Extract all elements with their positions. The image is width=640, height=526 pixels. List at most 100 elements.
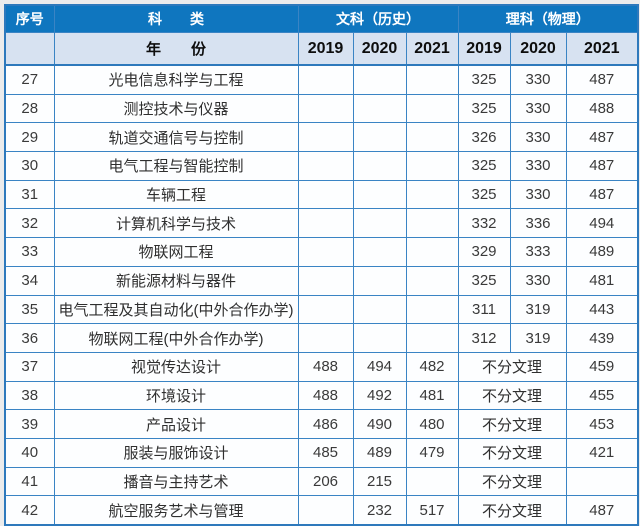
li-score-cell: 325 (457, 93, 511, 124)
table-row: 28 测控技术与仪器 325 330 488 (4, 93, 639, 124)
wen-score-cell: 517 (405, 495, 459, 526)
wen-score-cell (352, 93, 407, 124)
table-row: 41 播音与主持艺术 206 215 不分文理 (4, 466, 639, 497)
row-number-cell: 30 (4, 151, 55, 181)
wen-score-cell (405, 294, 459, 325)
header-year-li-2019: 2019 (457, 32, 511, 66)
wen-score-cell: 480 (405, 409, 459, 439)
table-row: 42 航空服务艺术与管理 232 517 不分文理 487 (4, 495, 639, 526)
wen-score-cell (297, 151, 354, 181)
header-category: 科 类 (53, 4, 299, 33)
li-score-cell: 312 (457, 323, 511, 353)
li-score-cell: 487 (565, 64, 639, 95)
table-row: 39 产品设计 486 490 480 不分文理 453 (4, 409, 639, 439)
wen-score-cell (405, 208, 459, 239)
wen-score-cell (297, 495, 354, 526)
major-name-cell: 播音与主持艺术 (53, 466, 299, 497)
li-score-cell: 459 (565, 351, 639, 382)
row-number-cell: 34 (4, 265, 55, 296)
wen-score-cell (405, 237, 459, 267)
wen-score-cell (405, 179, 459, 210)
row-number-cell: 42 (4, 495, 55, 526)
header-year-wen-2021: 2021 (405, 32, 459, 66)
row-number-cell: 37 (4, 351, 55, 382)
wen-score-cell (352, 179, 407, 210)
li-score-cell: 487 (565, 495, 639, 526)
li-score-cell: 332 (457, 208, 511, 239)
header-group-science-physics: 理科（物理） (457, 4, 639, 33)
row-number-cell: 27 (4, 64, 55, 95)
major-name-cell: 计算机科学与技术 (53, 208, 299, 239)
major-name-cell: 航空服务艺术与管理 (53, 495, 299, 526)
li-score-cell: 453 (565, 409, 639, 439)
table-row: 37 视觉传达设计 488 494 482 不分文理 459 (4, 351, 639, 382)
li-score-cell: 330 (509, 64, 567, 95)
row-number-cell: 33 (4, 237, 55, 267)
wen-score-cell: 490 (352, 409, 407, 439)
major-name-cell: 测控技术与仪器 (53, 93, 299, 124)
row-number-cell: 41 (4, 466, 55, 497)
wen-score-cell: 486 (297, 409, 354, 439)
li-score-cell: 329 (457, 237, 511, 267)
table-row: 34 新能源材料与器件 325 330 481 (4, 265, 639, 296)
wen-score-cell (297, 208, 354, 239)
header-empty-cell (4, 32, 55, 66)
li-score-cell: 325 (457, 265, 511, 296)
li-score-cell: 489 (565, 237, 639, 267)
major-name-cell: 轨道交通信号与控制 (53, 122, 299, 153)
wen-score-cell (352, 323, 407, 353)
table-row: 35 电气工程及其自动化(中外合作办学) 311 319 443 (4, 294, 639, 325)
wen-score-cell: 492 (352, 380, 407, 411)
wen-score-cell (297, 64, 354, 95)
wen-score-cell (297, 294, 354, 325)
wen-score-cell (352, 122, 407, 153)
header-serial-number: 序号 (4, 4, 55, 33)
wen-score-cell (352, 64, 407, 95)
wen-score-cell (352, 151, 407, 181)
li-score-cell: 325 (457, 64, 511, 95)
li-score-cell: 325 (457, 151, 511, 181)
header-year-wen-2020: 2020 (352, 32, 407, 66)
major-name-cell: 新能源材料与器件 (53, 265, 299, 296)
wen-score-cell (297, 237, 354, 267)
wen-score-cell (405, 466, 459, 497)
major-name-cell: 电气工程与智能控制 (53, 151, 299, 181)
row-number-cell: 31 (4, 179, 55, 210)
header-row-years: 年 份 2019 2020 2021 2019 2020 2021 (4, 32, 639, 66)
li-score-cell: 326 (457, 122, 511, 153)
table-row: 40 服装与服饰设计 485 489 479 不分文理 421 (4, 437, 639, 468)
li-score-cell (565, 466, 639, 497)
wen-score-cell (405, 64, 459, 95)
li-score-cell: 481 (565, 265, 639, 296)
major-name-cell: 服装与服饰设计 (53, 437, 299, 468)
table-row: 36 物联网工程(中外合作办学) 312 319 439 (4, 323, 639, 353)
row-number-cell: 32 (4, 208, 55, 239)
row-number-cell: 40 (4, 437, 55, 468)
li-score-cell: 319 (509, 323, 567, 353)
table-body: 27 光电信息科学与工程 325 330 487 28 测控技术与仪器 325 330 488 29… (4, 64, 639, 526)
row-number-cell: 38 (4, 380, 55, 411)
li-score-cell: 330 (509, 265, 567, 296)
major-name-cell: 产品设计 (53, 409, 299, 439)
combined-category-cell: 不分文理 (457, 437, 567, 468)
wen-score-cell: 232 (352, 495, 407, 526)
li-score-cell: 333 (509, 237, 567, 267)
li-score-cell: 487 (565, 122, 639, 153)
wen-score-cell (405, 93, 459, 124)
wen-score-cell: 479 (405, 437, 459, 468)
li-score-cell: 487 (565, 151, 639, 181)
wen-score-cell: 481 (405, 380, 459, 411)
li-score-cell: 330 (509, 179, 567, 210)
li-score-cell: 421 (565, 437, 639, 468)
table-row: 30 电气工程与智能控制 325 330 487 (4, 151, 639, 181)
combined-category-cell: 不分文理 (457, 409, 567, 439)
table-row: 38 环境设计 488 492 481 不分文理 455 (4, 380, 639, 411)
wen-score-cell (352, 208, 407, 239)
major-name-cell: 物联网工程 (53, 237, 299, 267)
wen-score-cell (297, 93, 354, 124)
wen-score-cell: 485 (297, 437, 354, 468)
li-score-cell: 325 (457, 179, 511, 210)
wen-score-cell (297, 323, 354, 353)
combined-category-cell: 不分文理 (457, 351, 567, 382)
